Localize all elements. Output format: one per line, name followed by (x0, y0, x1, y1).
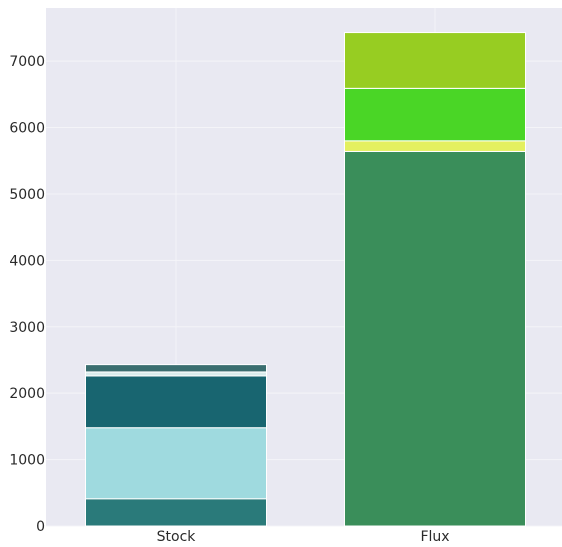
x-axis-ticks: Stock Flux (157, 529, 450, 545)
bar-segment-flux-5 (344, 150, 526, 527)
x-tick-label: Stock (157, 529, 197, 545)
y-axis-ticks: 0 1000 2000 3000 4000 5000 6000 7000 (9, 54, 45, 535)
bar-segment-flux-7 (344, 87, 526, 142)
y-tick-label: 7000 (9, 54, 45, 70)
bar-segment-flux-8 (344, 32, 526, 89)
y-tick-label: 6000 (9, 121, 45, 137)
y-tick-label: 5000 (9, 187, 45, 203)
bar-segment-stock-2 (85, 375, 267, 429)
bars (85, 32, 526, 527)
bar-segment-stock-0 (85, 498, 267, 527)
bar-segment-flux-6 (344, 140, 526, 152)
x-tick-label: Flux (420, 529, 449, 545)
y-tick-label: 0 (36, 519, 45, 535)
bar-segment-stock-1 (85, 427, 267, 500)
y-tick-label: 4000 (9, 253, 45, 269)
y-tick-label: 3000 (9, 320, 45, 336)
y-tick-label: 1000 (9, 453, 45, 469)
bar-segment-stock-3 (85, 371, 267, 377)
bar-segment-stock-4 (85, 364, 267, 373)
y-tick-label: 2000 (9, 386, 45, 402)
